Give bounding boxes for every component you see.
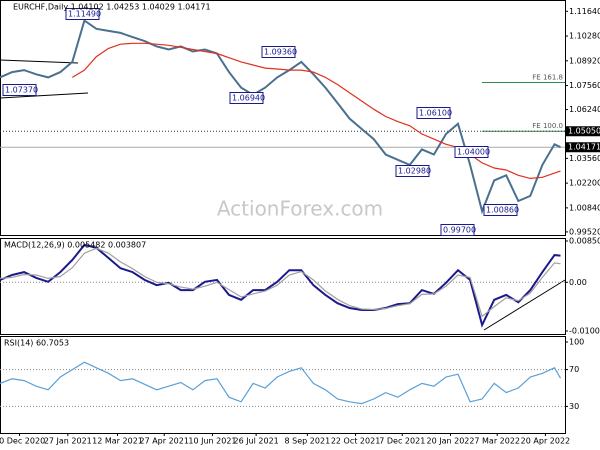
annotation: 1.00860 (486, 206, 519, 215)
panel-title: MACD(12,26,9) 0.005482 0.003807 (4, 241, 146, 250)
y-tick-label: 100 (569, 338, 584, 347)
y-tick-label: 1.07560 (569, 81, 600, 90)
fibonacci-label: FE 100.0 (532, 122, 563, 130)
x-tick-label: 27 Apr 2021 (139, 437, 188, 446)
x-tick-label: 26 Jul 2021 (233, 437, 278, 446)
y-tick-label: 0.00 (569, 278, 587, 287)
watermark: ActionForex.com (217, 197, 383, 221)
y-tick-label: 70 (569, 365, 579, 374)
series-line (0, 18, 561, 215)
x-tick-label: 22 Oct 2021 (331, 437, 380, 446)
price-label: 1.04171 (568, 143, 600, 152)
panel-frame (0, 0, 566, 236)
fibonacci-label: FE 161.8 (532, 73, 563, 81)
annotation-box (229, 92, 264, 104)
panel-frame (0, 238, 566, 335)
x-tick-label: 8 Sep 2021 (285, 437, 331, 446)
annotation-box (440, 224, 475, 236)
x-tick-label: 20 Apr 2022 (521, 437, 570, 446)
annotation-box (483, 204, 518, 216)
annotation-box (454, 146, 489, 158)
x-tick-label: 20 Jan 2022 (427, 437, 475, 446)
y-tick-label: 1.08920 (569, 56, 600, 65)
price-label: 1.05050 (568, 127, 600, 136)
x-tick-label: 12 Mar 2021 (92, 437, 143, 446)
trend-line (0, 59, 79, 64)
y-tick-label: 30 (569, 402, 579, 411)
annotation: 1.09360 (264, 48, 297, 57)
panel-title: RSI(14) 60.7053 (4, 339, 69, 348)
x-tick-label: 10 Dec 2020 (0, 437, 45, 446)
series-line (0, 243, 561, 328)
price-label-box (566, 142, 600, 153)
y-tick-label: 1.11640 (569, 7, 600, 16)
panel-frame (0, 336, 566, 434)
annotation: 1.02980 (398, 167, 431, 176)
annotation: 0.99700 (443, 226, 476, 235)
annotation-box (65, 8, 100, 20)
panel-title: EURCHF,Daily 1.04102 1.04253 1.04029 1.0… (13, 3, 211, 12)
annotation: 1.04000 (457, 148, 490, 157)
series-line (71, 42, 561, 180)
x-tick-label: 7 Mar 2022 (474, 437, 520, 446)
y-tick-label: 1.00840 (569, 203, 600, 212)
series-line (0, 361, 562, 405)
price-label-box (566, 126, 600, 137)
trend-line (483, 279, 566, 331)
annotation: 1.06100 (419, 109, 452, 118)
series-line (0, 247, 561, 318)
y-tick-label: 1.03560 (569, 154, 600, 163)
x-tick-label: 10 Jun 2021 (188, 437, 236, 446)
y-tick-label: 0.008507 (569, 237, 600, 246)
annotation: 1.11490 (68, 10, 101, 19)
y-tick-label: 1.06240 (569, 105, 600, 114)
annotation-box (2, 84, 37, 96)
annotation: 1.06940 (232, 94, 265, 103)
annotation-box (261, 46, 296, 58)
annotation: 1.07370 (5, 86, 38, 95)
x-tick-label: 7 Dec 2021 (379, 437, 425, 446)
annotation-box (416, 107, 451, 119)
y-tick-label: 0.99520 (569, 227, 600, 236)
annotation-box (395, 165, 430, 177)
x-tick-label: 27 Jan 2021 (44, 437, 92, 446)
y-tick-label: -0.010034 (569, 327, 600, 336)
trend-line (0, 92, 89, 99)
y-tick-label: 1.10280 (569, 32, 600, 41)
y-tick-label: 1.02200 (569, 179, 600, 188)
